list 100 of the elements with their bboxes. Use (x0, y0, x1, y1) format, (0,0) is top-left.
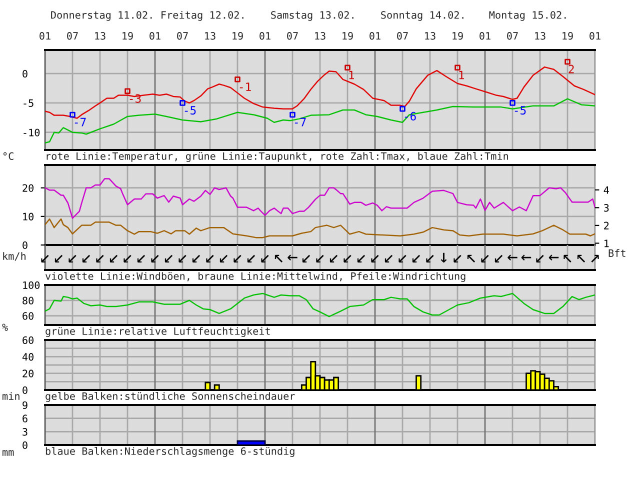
x-axis-title: rote Linie:Temperatur, grüne Linie:Taupunkt, rote Zahl:Tmax, blaue Zahl:Tmin (46, 152, 508, 162)
y-tick-label: 80 (22, 296, 34, 304)
y-tick-label: 0 (22, 70, 28, 78)
text: ← (508, 254, 518, 261)
data-label: -3 (130, 94, 141, 103)
text: ← (521, 254, 532, 261)
x2-tick-label: Donnerstag 11.02. (51, 11, 152, 21)
y-tick-label: 60 (22, 312, 34, 320)
text: ↙ (536, 254, 544, 263)
text: ↙ (454, 254, 462, 263)
text: ← (288, 254, 298, 261)
x-tick-label: 07 (507, 32, 518, 40)
text: ↙ (54, 254, 63, 263)
text: ↙ (384, 254, 393, 263)
text: ← (548, 254, 559, 261)
text: ↙ (371, 254, 379, 263)
data-label: -1 (240, 82, 251, 91)
data-label: 2 (568, 64, 574, 74)
y-tick-label: 20 (22, 184, 34, 192)
x-tick-label: 13 (205, 32, 216, 40)
x-tick-label: 01 (260, 32, 270, 40)
y-tick-label: 9 (22, 401, 28, 410)
text: ↙ (481, 254, 489, 263)
x-tick-label: 19 (122, 32, 133, 40)
text: ↙ (96, 254, 104, 263)
text: ↙ (261, 254, 269, 263)
y-tick-label: -10 (24, 128, 40, 136)
text: ↙ (68, 254, 76, 263)
y-tick-label: 0 (22, 386, 28, 394)
x-tick-label: 07 (287, 32, 298, 40)
text: ↓ (440, 252, 447, 263)
text: ↙ (398, 254, 406, 263)
text: ↙ (494, 254, 503, 263)
data-label: -5 (514, 106, 526, 115)
y2-tick-label: 3 (604, 204, 609, 212)
text: ↙ (124, 254, 132, 263)
text: ↙ (234, 254, 242, 263)
text: ↗ (591, 254, 599, 263)
text: ↙ (110, 254, 118, 263)
x2-tick-label: Samstag 13.02. (271, 11, 354, 21)
data-label: 1 (459, 70, 464, 80)
y-axis-title: min (2, 392, 20, 400)
y2-tick-label: 1 (604, 240, 609, 248)
text: ↙ (344, 254, 352, 263)
y-tick-label: 60 (22, 336, 34, 344)
x-axis-title: gelbe Balken:stündliche Sonnenscheindauer (46, 392, 295, 402)
data-label: -5 (184, 106, 196, 115)
x-tick-label: 13 (315, 32, 326, 40)
text: ↙ (220, 254, 228, 263)
x-tick-label: 07 (177, 32, 188, 40)
y-tick-label: -5 (24, 99, 34, 107)
x-tick-label: 01 (40, 32, 50, 40)
y-axis-title: % (2, 324, 8, 331)
y2-tick-label: 2 (604, 222, 609, 230)
text: ↙ (192, 254, 200, 263)
text: ↙ (247, 254, 256, 263)
x-tick-label: 19 (452, 32, 463, 40)
x2-tick-label: Sonntag 14.02. (381, 11, 464, 21)
x-tick-label: 07 (67, 32, 78, 40)
y-axis-title: °C (3, 152, 14, 160)
text: ↖ (577, 254, 586, 263)
x-tick-label: 01 (150, 32, 160, 40)
x-tick-label: 19 (232, 32, 243, 40)
text: ↙ (426, 254, 434, 263)
y2-axis-title: Bft (608, 249, 626, 257)
text: ↙ (357, 254, 366, 263)
x-tick-label: 07 (397, 32, 408, 40)
text: ↙ (206, 254, 214, 263)
text: ↙ (330, 254, 338, 263)
x-tick-label: 13 (95, 32, 106, 40)
x-axis-title: violette Linie:Windböen, braune Linie:Mittelwind, Pfeile:Windrichtung (45, 272, 466, 282)
x-axis-title: blaue Balken:Niederschlagsmenge 6-stündig (46, 447, 294, 457)
text: ↙ (316, 254, 324, 263)
text: ↙ (302, 254, 310, 263)
y-axis-title: mm (2, 450, 14, 456)
data-label: 1 (349, 70, 354, 80)
text: ↖ (564, 254, 572, 263)
data-label: -7 (294, 118, 306, 126)
x-tick-label: 13 (425, 32, 436, 40)
y2-tick-label: 4 (604, 186, 609, 194)
text: ↖ (467, 254, 476, 263)
text: ↙ (178, 254, 186, 263)
text: ↙ (412, 254, 420, 263)
y-tick-label: 0 (22, 441, 28, 450)
x-tick-label: 19 (562, 32, 573, 40)
y-tick-label: 40 (22, 353, 34, 361)
text: ↙ (82, 254, 90, 263)
y-tick-label: 3 (22, 428, 28, 436)
y-axis-title: km/h (3, 252, 26, 261)
text: ↙ (164, 254, 173, 263)
x-tick-label: 13 (535, 32, 546, 40)
x2-tick-label: Freitag 12.02. (162, 10, 244, 21)
y-tick-label: 20 (22, 370, 34, 378)
x-tick-label: 19 (342, 32, 353, 40)
y-tick-label: 10 (23, 212, 34, 220)
x-tick-label: 01 (590, 32, 600, 40)
y-tick-label: 0 (22, 241, 28, 250)
x2-tick-label: Montag 15.02. (489, 11, 566, 21)
data-label: -7 (74, 118, 86, 126)
text: ↙ (137, 254, 146, 263)
